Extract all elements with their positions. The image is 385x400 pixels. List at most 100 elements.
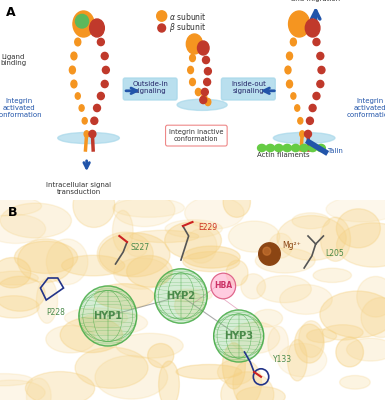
Text: Ligand
binding: Ligand binding (0, 54, 27, 66)
Text: Mg²⁺: Mg²⁺ (282, 242, 301, 250)
Circle shape (318, 66, 325, 74)
Ellipse shape (289, 11, 310, 37)
Text: HYP3: HYP3 (224, 331, 253, 341)
Ellipse shape (159, 361, 179, 400)
Ellipse shape (0, 271, 38, 285)
Circle shape (97, 38, 104, 46)
Ellipse shape (241, 274, 266, 299)
Ellipse shape (198, 41, 209, 55)
Ellipse shape (286, 52, 293, 60)
Ellipse shape (295, 324, 324, 363)
Ellipse shape (0, 380, 45, 400)
Ellipse shape (233, 361, 261, 400)
Ellipse shape (322, 325, 363, 340)
Ellipse shape (75, 93, 80, 99)
Circle shape (211, 273, 236, 299)
Circle shape (313, 92, 320, 100)
Ellipse shape (295, 105, 300, 111)
Ellipse shape (361, 298, 385, 338)
Ellipse shape (0, 374, 32, 386)
Ellipse shape (283, 144, 291, 152)
Ellipse shape (97, 232, 153, 276)
Ellipse shape (73, 11, 94, 37)
Ellipse shape (300, 131, 305, 137)
Ellipse shape (0, 203, 72, 238)
Text: Y133: Y133 (273, 356, 293, 364)
Circle shape (305, 130, 311, 138)
Ellipse shape (257, 276, 311, 303)
Text: Integrin
activated
conformation: Integrin activated conformation (346, 98, 385, 118)
Ellipse shape (183, 246, 240, 268)
Ellipse shape (0, 276, 45, 311)
Ellipse shape (346, 338, 385, 361)
Text: Inside-out
signaling: Inside-out signaling (231, 82, 266, 94)
Ellipse shape (113, 198, 184, 217)
Text: P228: P228 (46, 308, 65, 317)
Ellipse shape (79, 105, 84, 111)
Circle shape (97, 92, 104, 100)
FancyBboxPatch shape (221, 78, 275, 100)
Ellipse shape (0, 296, 39, 318)
Ellipse shape (326, 196, 385, 222)
Ellipse shape (60, 317, 122, 353)
Ellipse shape (275, 144, 283, 152)
Text: Outside-in
signaling: Outside-in signaling (132, 82, 168, 94)
Circle shape (79, 286, 137, 346)
Ellipse shape (186, 34, 203, 54)
Circle shape (203, 56, 209, 64)
Text: L205: L205 (325, 250, 344, 258)
Circle shape (102, 66, 109, 74)
FancyBboxPatch shape (123, 78, 177, 100)
Ellipse shape (187, 66, 193, 74)
Ellipse shape (185, 196, 244, 229)
Ellipse shape (317, 144, 325, 152)
Ellipse shape (62, 255, 125, 276)
Ellipse shape (320, 217, 350, 261)
Ellipse shape (94, 284, 154, 309)
Circle shape (101, 80, 108, 88)
Circle shape (89, 130, 96, 138)
Ellipse shape (168, 289, 212, 302)
Ellipse shape (0, 196, 42, 216)
Text: B: B (8, 206, 17, 219)
Ellipse shape (277, 216, 346, 260)
Circle shape (75, 14, 89, 28)
Ellipse shape (147, 344, 174, 368)
Ellipse shape (190, 78, 196, 86)
Ellipse shape (336, 337, 363, 367)
Circle shape (155, 269, 207, 323)
Circle shape (94, 104, 100, 112)
Ellipse shape (75, 38, 81, 46)
Circle shape (317, 80, 324, 88)
Text: E229: E229 (198, 224, 218, 232)
Ellipse shape (300, 144, 308, 152)
Ellipse shape (116, 333, 183, 358)
Circle shape (204, 68, 211, 75)
Ellipse shape (201, 94, 207, 102)
Ellipse shape (82, 118, 87, 124)
Ellipse shape (231, 322, 280, 354)
Ellipse shape (336, 209, 380, 248)
Text: Actin filaments: Actin filaments (257, 152, 309, 158)
Ellipse shape (185, 229, 217, 263)
Text: $\beta$ subunit: $\beta$ subunit (169, 22, 207, 34)
Ellipse shape (258, 144, 266, 152)
Ellipse shape (175, 292, 204, 319)
Ellipse shape (223, 343, 245, 389)
Ellipse shape (46, 239, 88, 285)
Ellipse shape (79, 311, 147, 335)
Ellipse shape (290, 38, 296, 46)
Circle shape (306, 117, 313, 124)
Ellipse shape (183, 252, 240, 272)
Ellipse shape (305, 19, 320, 37)
Ellipse shape (58, 132, 119, 144)
Ellipse shape (112, 210, 133, 252)
Text: S227: S227 (131, 244, 150, 252)
Ellipse shape (46, 325, 95, 353)
Text: A: A (6, 6, 15, 19)
Text: $\alpha$ subunit: $\alpha$ subunit (169, 10, 207, 22)
Ellipse shape (27, 378, 51, 400)
Ellipse shape (84, 131, 89, 137)
Ellipse shape (299, 321, 324, 357)
Ellipse shape (218, 360, 254, 385)
